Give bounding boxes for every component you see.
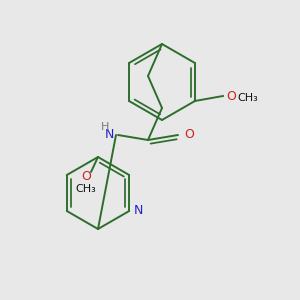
- Text: CH₃: CH₃: [237, 93, 258, 103]
- Text: H: H: [101, 122, 109, 132]
- Text: N: N: [134, 205, 144, 218]
- Text: O: O: [81, 170, 91, 184]
- Text: CH₃: CH₃: [76, 184, 96, 194]
- Text: O: O: [226, 89, 236, 103]
- Text: N: N: [105, 128, 114, 142]
- Text: O: O: [184, 128, 194, 142]
